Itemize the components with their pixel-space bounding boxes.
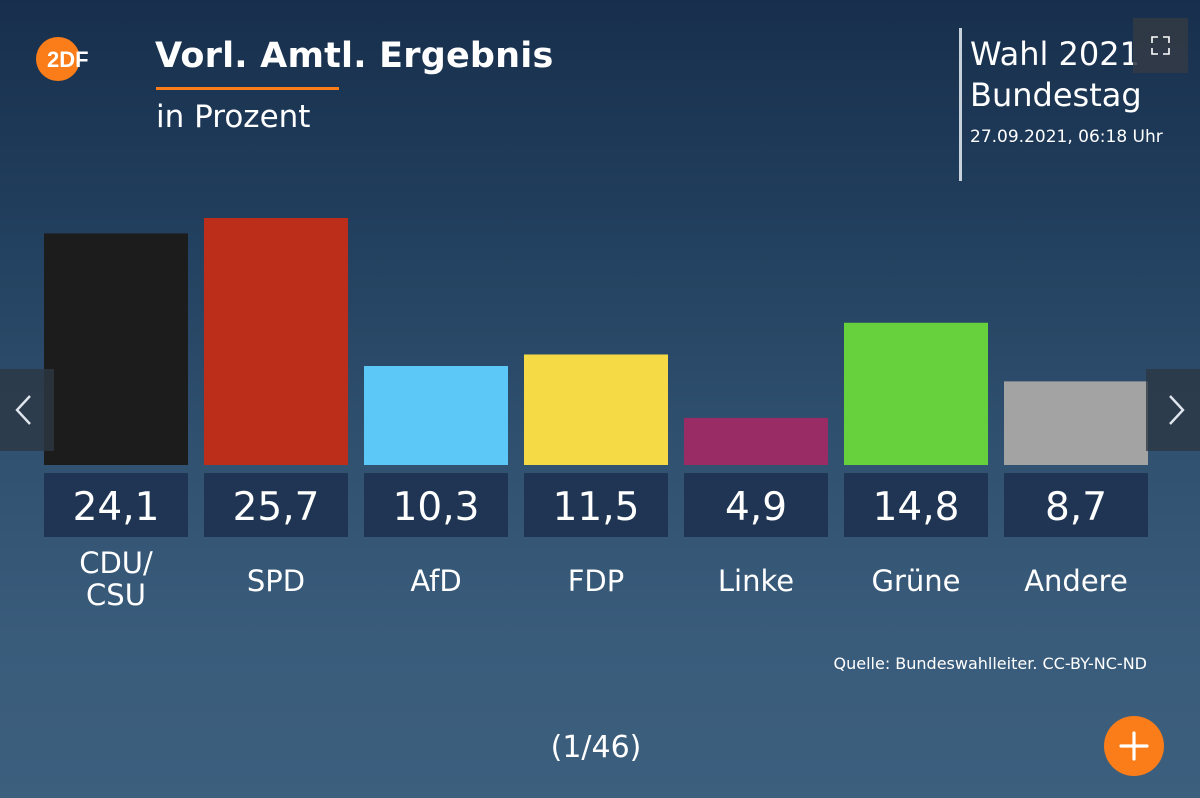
value-box-afd	[364, 473, 508, 537]
category-label-linke: Linke	[718, 564, 794, 598]
category-label-spd: SPD	[247, 564, 305, 598]
value-label-spd: 25,7	[233, 485, 320, 530]
fullscreen-button[interactable]	[1133, 18, 1188, 73]
value-label-cdu-csu: 24,1	[73, 485, 160, 530]
category-label-andere: Andere	[1024, 564, 1128, 598]
category-label-fdp: FDP	[568, 564, 625, 598]
value-label-gr-ne: 14,8	[873, 485, 960, 530]
category-label-gr-ne: Grüne	[872, 564, 961, 598]
source-note: Quelle: Bundeswahlleiter. CC-BY-NC-ND	[833, 654, 1148, 673]
zdf-logo-text: 2DF	[47, 47, 89, 72]
value-box-linke	[684, 473, 828, 537]
bar-afd	[364, 366, 508, 465]
value-box-andere	[1004, 473, 1148, 537]
zdf-logo: 2DF	[36, 37, 89, 81]
election-body: Bundestag	[970, 76, 1142, 114]
value-box-cdu-csu	[44, 473, 188, 537]
category-label-cdu-csu: CDU/CSU	[79, 546, 153, 612]
value-label-linke: 4,9	[725, 485, 787, 530]
value-label-afd: 10,3	[393, 485, 480, 530]
bar-gr-ne	[844, 322, 988, 465]
value-label-fdp: 11,5	[553, 485, 640, 530]
election-name: Wahl 2021	[970, 35, 1140, 73]
chevron-left-icon	[15, 395, 31, 425]
plus-icon	[1119, 731, 1149, 761]
value-box-spd	[204, 473, 348, 537]
title-underline	[156, 87, 339, 90]
chart-title: Vorl. Amtl. Ergebnis	[155, 36, 554, 76]
chevron-right-icon	[1169, 395, 1185, 425]
election-timestamp: 27.09.2021, 06:18 Uhr	[970, 127, 1163, 147]
bar-fdp	[524, 354, 668, 465]
fullscreen-icon	[1151, 36, 1170, 55]
previous-slide-button[interactable]	[0, 369, 54, 451]
value-label-andere: 8,7	[1045, 485, 1107, 530]
chart-subtitle: in Prozent	[156, 99, 311, 135]
bar-andere	[1004, 381, 1148, 465]
bar-cdu-csu	[44, 233, 188, 465]
value-box-gr-ne	[844, 473, 988, 537]
page-counter: (1/46)	[550, 730, 642, 765]
bar-linke	[684, 417, 828, 465]
header-divider	[959, 28, 962, 181]
add-button[interactable]	[1104, 716, 1164, 776]
value-box-fdp	[524, 473, 668, 537]
category-label-afd: AfD	[410, 564, 461, 598]
bar-spd	[204, 218, 348, 465]
next-slide-button[interactable]	[1146, 369, 1200, 451]
